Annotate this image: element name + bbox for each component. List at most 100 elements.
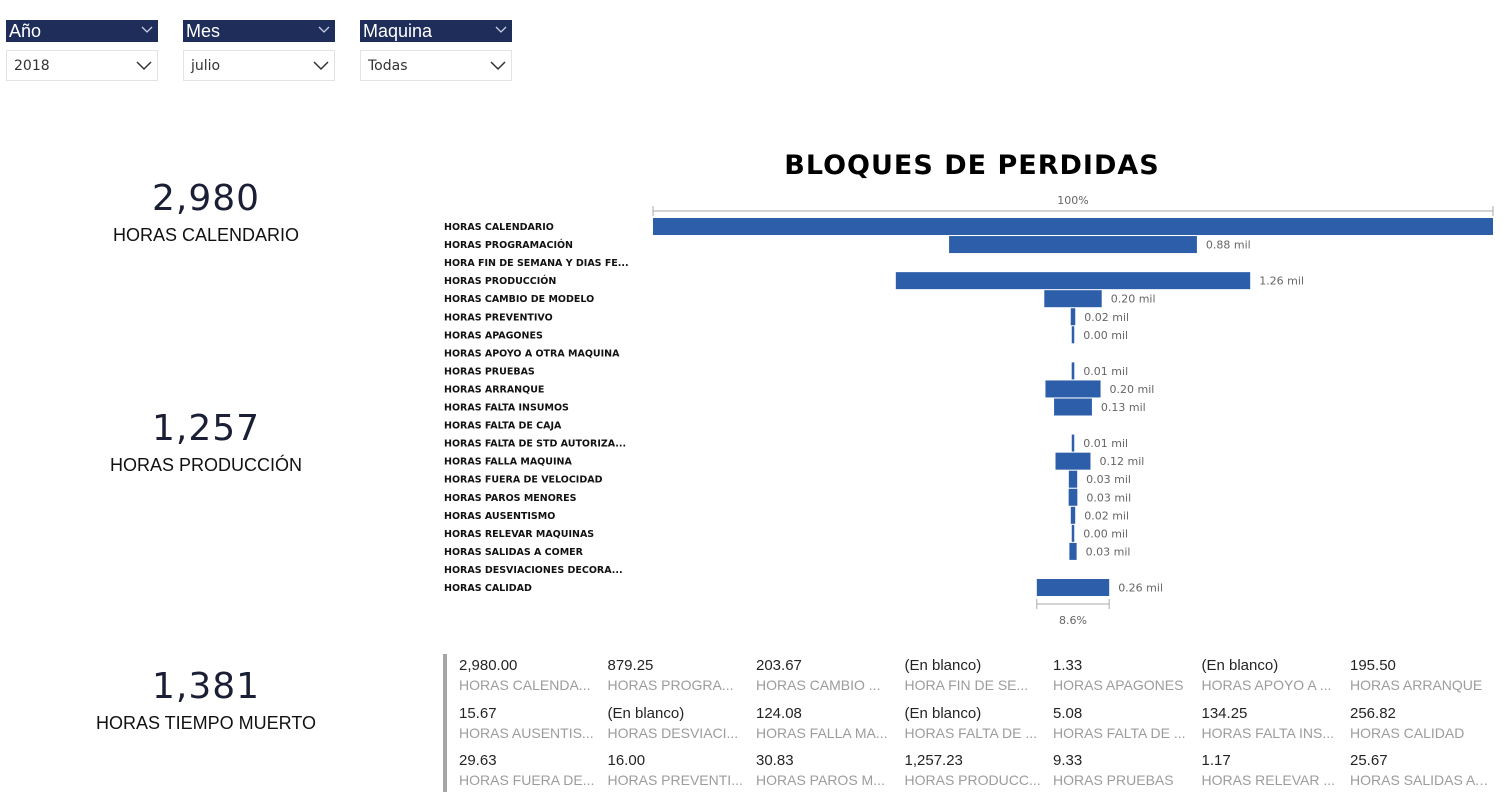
category-label: HORAS AUSENTISMO bbox=[444, 511, 555, 522]
card-field-label: HORAS FUERA DE... bbox=[459, 772, 595, 788]
funnel-bar[interactable] bbox=[895, 272, 1251, 290]
category-label: HORAS PROGRAMACIÓN bbox=[444, 239, 573, 251]
category-label: HORAS DESVIACIONES DECORA... bbox=[444, 565, 623, 576]
card-field-value: 134.25 bbox=[1201, 705, 1248, 722]
category-label: HORAS FALTA INSUMOS bbox=[444, 403, 569, 414]
card-field-label: HORAS FALTA INS... bbox=[1201, 725, 1335, 741]
card-field-value: (En blanco) bbox=[607, 705, 685, 722]
card-field-value: 1.33 bbox=[1053, 657, 1083, 674]
funnel-bar[interactable] bbox=[1069, 542, 1077, 560]
card-field: 195.50 HORAS ARRANQUE bbox=[1350, 656, 1490, 694]
slicer-year-value: 2018 bbox=[14, 58, 50, 74]
funnel-bar[interactable] bbox=[1054, 398, 1092, 416]
funnel-bar[interactable] bbox=[1071, 362, 1075, 380]
card-field-label: HORAS SALIDAS A C... bbox=[1350, 772, 1490, 788]
card-field-label: HORAS ARRANQUE bbox=[1350, 677, 1483, 693]
chevron-down-icon[interactable] bbox=[317, 23, 331, 37]
card-field-value: 25.67 bbox=[1350, 752, 1388, 769]
funnel-bar[interactable] bbox=[949, 236, 1197, 254]
data-label: 0.26 mil bbox=[1118, 582, 1163, 595]
bottom-percent-label: 8.6% bbox=[1059, 614, 1087, 627]
slicer-month-header: Mes bbox=[183, 20, 335, 42]
kpi-card-production: 1,257 HORAS PRODUCCIÓN bbox=[60, 408, 352, 476]
chevron-down-icon[interactable] bbox=[494, 23, 508, 37]
funnel-bar[interactable] bbox=[1044, 290, 1102, 308]
funnel-bar[interactable] bbox=[1068, 470, 1078, 488]
card-field-value: (En blanco) bbox=[1201, 657, 1279, 674]
multi-row-card: 2,980.00 HORAS CALENDA... 879.25 HORAS PROG… bbox=[443, 654, 1503, 792]
data-label: 0.02 mil bbox=[1084, 509, 1129, 522]
card-field-label: HORA FIN DE SE... bbox=[904, 677, 1029, 693]
funnel-bar[interactable] bbox=[1045, 380, 1101, 398]
card-field: 30.83 HORAS PAROS M... bbox=[756, 751, 896, 789]
card-field: 2,980.00 HORAS CALENDA... bbox=[459, 656, 599, 694]
card-field: 124.08 HORAS FALLA MA... bbox=[756, 704, 896, 742]
data-label: 0.03 mil bbox=[1086, 545, 1131, 558]
card-field: (En blanco) HORAS APOYO A ... bbox=[1202, 656, 1342, 694]
funnel-bar[interactable] bbox=[1071, 326, 1075, 344]
card-field-value: 1,257.23 bbox=[904, 752, 963, 769]
funnel-bar[interactable] bbox=[653, 218, 1493, 235]
chevron-down-icon[interactable] bbox=[140, 23, 154, 37]
slicer-month: Mes julio bbox=[183, 20, 335, 81]
card-field-value: 124.08 bbox=[756, 705, 802, 722]
card-field-label: HORAS FALTA DE ... bbox=[904, 725, 1038, 741]
card-field-value: 9.33 bbox=[1053, 752, 1083, 769]
slicer-month-dropdown[interactable]: julio bbox=[183, 50, 335, 81]
card-field: 15.67 HORAS AUSENTIS... bbox=[459, 704, 599, 742]
slicer-year-header: Año bbox=[6, 20, 158, 42]
funnel-bar[interactable] bbox=[1071, 524, 1075, 542]
kpi-value: 2,980 bbox=[151, 178, 261, 219]
kpi-card-calendar: 2,980 HORAS CALENDARIO bbox=[60, 178, 352, 246]
card-field: (En blanco) HORAS FALTA DE ... bbox=[905, 704, 1045, 742]
card-field-label: HORAS RELEVAR ... bbox=[1201, 772, 1336, 788]
slicer-machine: Maquina Todas bbox=[360, 20, 512, 81]
category-label: HORAS APAGONES bbox=[444, 330, 543, 341]
card-field: 256.82 HORAS CALIDAD bbox=[1350, 704, 1490, 742]
card-field-value: 195.50 bbox=[1350, 657, 1396, 674]
card-field-value: 5.08 bbox=[1053, 705, 1083, 722]
card-field-label: HORAS CALIDAD bbox=[1350, 725, 1465, 741]
kpi-value: 1,381 bbox=[151, 666, 261, 707]
card-field: 16.00 HORAS PREVENTI... bbox=[608, 751, 748, 789]
card-field-value: 879.25 bbox=[607, 657, 654, 674]
kpi-label: HORAS TIEMPO MUERTO bbox=[95, 713, 317, 733]
card-field-label: HORAS FALLA MA... bbox=[756, 725, 888, 741]
category-label: HORAS PRUEBAS bbox=[444, 366, 535, 377]
funnel-bar[interactable] bbox=[1068, 488, 1078, 506]
card-field: (En blanco) HORAS DESVIACI... bbox=[608, 704, 748, 742]
card-field-value: (En blanco) bbox=[904, 657, 982, 674]
kpi-card-downtime: 1,381 HORAS TIEMPO MUERTO bbox=[60, 666, 352, 734]
card-field-label: HORAS PAROS M... bbox=[756, 772, 885, 788]
category-label: HORA FIN DE SEMANA Y DIAS FE... bbox=[444, 258, 629, 269]
kpi-label: HORAS PRODUCCIÓN bbox=[109, 455, 302, 475]
slicer-machine-header: Maquina bbox=[360, 20, 512, 42]
chart-title: BLOQUES DE PERDIDAS bbox=[784, 150, 1160, 181]
funnel-bar[interactable] bbox=[1071, 434, 1075, 452]
chevron-down-icon bbox=[313, 61, 329, 71]
funnel-chart[interactable]: 100% HORAS CALENDARIO HORAS PROGRAMACIÓN 0.… bbox=[430, 188, 1500, 633]
funnel-bar[interactable] bbox=[1055, 452, 1091, 470]
slicer-machine-title: Maquina bbox=[363, 21, 433, 41]
category-label: HORAS FALTA DE STD AUTORIZA... bbox=[444, 439, 626, 450]
funnel-bar[interactable] bbox=[1070, 308, 1076, 326]
slicer-year-dropdown[interactable]: 2018 bbox=[6, 50, 158, 81]
slicer-machine-dropdown[interactable]: Todas bbox=[360, 50, 512, 81]
card-field-value: (En blanco) bbox=[904, 705, 982, 722]
card-field-label: HORAS APOYO A ... bbox=[1201, 677, 1332, 693]
card-field-value: 15.67 bbox=[459, 705, 497, 722]
funnel-bar[interactable] bbox=[1070, 506, 1076, 524]
card-field-value: 1.17 bbox=[1201, 752, 1231, 769]
card-field: 25.67 HORAS SALIDAS A C... bbox=[1350, 751, 1490, 789]
card-field: 29.63 HORAS FUERA DE... bbox=[459, 751, 599, 789]
card-field-label: HORAS PRODUCC... bbox=[904, 772, 1041, 788]
kpi-value: 1,257 bbox=[151, 408, 261, 449]
card-field: 879.25 HORAS PROGRA... bbox=[608, 656, 748, 694]
category-label: HORAS APOYO A OTRA MAQUINA bbox=[444, 348, 620, 359]
card-field: 9.33 HORAS PRUEBAS bbox=[1053, 751, 1193, 789]
category-label: HORAS CAMBIO DE MODELO bbox=[444, 294, 594, 305]
slicer-month-title: Mes bbox=[186, 21, 221, 41]
category-label: HORAS RELEVAR MAQUINAS bbox=[444, 529, 594, 540]
data-label: 0.03 mil bbox=[1086, 473, 1131, 486]
funnel-bar[interactable] bbox=[1036, 579, 1110, 596]
